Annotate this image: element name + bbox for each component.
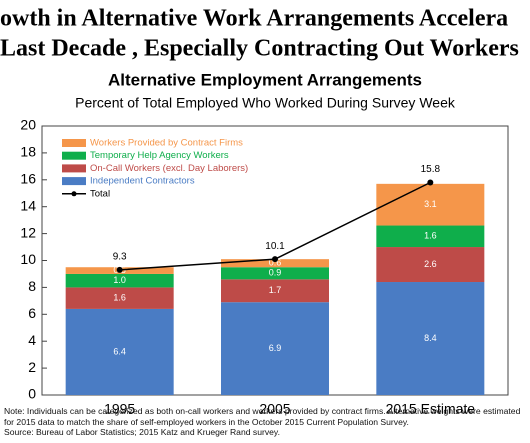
y-tick-label: 12 — [20, 224, 36, 240]
legend-marker — [71, 191, 77, 197]
data-label: 1.0 — [113, 275, 126, 285]
y-tick-label: 2 — [28, 359, 36, 375]
data-label: 0.9 — [269, 268, 282, 278]
y-tick-label: 18 — [20, 144, 36, 160]
data-label: 1.6 — [424, 231, 437, 241]
y-tick-label: 20 — [20, 117, 36, 133]
headline: owth in Alternative Work Arrangements Ac… — [0, 6, 508, 32]
y-tick-label: 16 — [20, 171, 36, 187]
total-marker — [272, 256, 278, 263]
y-tick-label: 4 — [28, 332, 36, 348]
y-tick-label: 6 — [28, 305, 36, 321]
data-label: 6.4 — [113, 346, 126, 356]
y-tick-label: 14 — [20, 197, 36, 213]
legend-label: Workers Provided by Contract Firms — [90, 138, 243, 149]
legend-swatch — [62, 139, 86, 147]
y-tick-label: 0 — [28, 386, 36, 402]
legend-label: Total — [90, 188, 110, 199]
chart-subtitle: Percent of Total Employed Who Worked Dur… — [75, 95, 456, 111]
footnote: Note: Individuals can be categorized as … — [4, 406, 526, 438]
bar-segment — [376, 282, 485, 395]
bar-segment — [65, 287, 174, 309]
data-label: 2.6 — [424, 259, 437, 269]
bar-segment — [221, 279, 329, 303]
source: Source: Bureau of Labor Statistics; 2015… — [4, 427, 280, 437]
bar-segment — [221, 267, 329, 280]
bar-segment — [65, 308, 174, 395]
bar-segment — [221, 302, 329, 395]
x-tick-label: 2015 Estimate — [386, 401, 476, 417]
legend-swatch — [62, 164, 86, 173]
bar-segment — [65, 273, 174, 288]
chart-title: Alternative Employment Arrangements — [108, 70, 422, 89]
data-label: 8.4 — [424, 333, 437, 343]
headline: Last Decade , Especially Contracting Out… — [0, 36, 519, 62]
total-marker — [427, 179, 434, 186]
data-label: 9.3 — [113, 252, 127, 263]
data-label: 1.6 — [113, 293, 126, 303]
bar-segment — [376, 183, 485, 226]
legend-label: On-Call Workers (excl. Day Laborers) — [90, 163, 248, 174]
total-marker — [116, 266, 123, 273]
bar-segment — [221, 259, 329, 268]
legend-label: Independent Contractors — [90, 176, 195, 187]
bar-segment — [376, 225, 485, 248]
data-label: 15.8 — [421, 164, 441, 175]
y-tick-label: 8 — [28, 278, 36, 294]
data-label: 0.6 — [269, 258, 282, 268]
legend-swatch — [62, 151, 86, 160]
x-tick-label: 1995 — [104, 401, 135, 417]
note: Note: Individuals can be categorized as … — [4, 406, 521, 427]
data-label: 3.1 — [424, 199, 437, 209]
x-tick-label: 2005 — [259, 401, 290, 417]
data-label: 10.1 — [265, 241, 285, 252]
legend-swatch — [62, 177, 86, 186]
data-label: 1.7 — [269, 285, 282, 295]
legend-label: Temporary Help Agency Workers — [90, 150, 229, 161]
data-label: 6.9 — [269, 343, 282, 353]
bar-segment — [376, 247, 485, 283]
y-tick-label: 10 — [20, 251, 36, 267]
